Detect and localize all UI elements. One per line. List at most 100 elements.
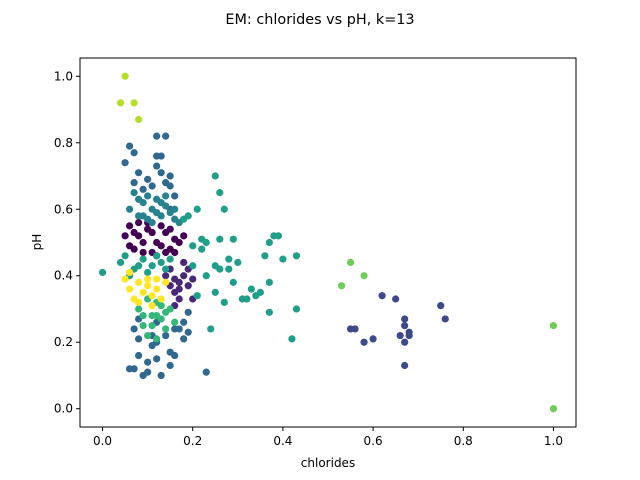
data-point xyxy=(157,222,165,230)
data-point xyxy=(153,252,161,260)
data-point xyxy=(135,169,143,177)
data-point xyxy=(207,325,215,333)
data-point xyxy=(139,312,147,320)
x-tick-label: 0.8 xyxy=(454,434,473,448)
data-point xyxy=(549,405,558,413)
data-point xyxy=(135,262,143,270)
data-point xyxy=(130,99,138,107)
data-point xyxy=(202,368,210,376)
data-point xyxy=(401,322,409,330)
data-point xyxy=(184,282,192,290)
data-point xyxy=(121,275,129,283)
x-tick-label: 1.0 xyxy=(544,434,563,448)
data-point xyxy=(175,238,183,247)
data-point xyxy=(202,238,210,247)
data-point xyxy=(153,312,161,320)
data-point xyxy=(153,132,161,140)
data-point xyxy=(198,245,206,253)
data-point xyxy=(189,275,197,283)
data-point xyxy=(441,315,449,323)
data-point xyxy=(193,292,201,300)
data-point xyxy=(162,272,170,280)
points-layer xyxy=(98,72,558,413)
data-point xyxy=(369,335,377,343)
data-point xyxy=(144,368,152,376)
data-point xyxy=(171,275,179,283)
data-point xyxy=(360,272,368,280)
data-point xyxy=(175,325,183,333)
data-point xyxy=(180,232,188,240)
data-point xyxy=(166,225,174,233)
data-point xyxy=(148,322,156,330)
data-point xyxy=(220,298,228,306)
data-point xyxy=(162,192,170,200)
data-point xyxy=(126,365,134,373)
data-point xyxy=(261,252,269,260)
data-point xyxy=(225,265,233,273)
data-point xyxy=(437,302,445,310)
data-point xyxy=(157,199,165,207)
data-point xyxy=(292,252,301,260)
data-point xyxy=(157,295,165,303)
data-point xyxy=(121,232,129,240)
data-point xyxy=(139,322,147,330)
data-point xyxy=(162,331,170,340)
data-point xyxy=(153,208,161,217)
data-point xyxy=(139,185,147,193)
data-point xyxy=(166,255,174,263)
data-point xyxy=(256,288,264,296)
data-point xyxy=(157,371,165,380)
data-point xyxy=(396,331,404,340)
data-point xyxy=(166,182,174,190)
data-point xyxy=(243,295,251,303)
y-tick-label: 0.4 xyxy=(54,269,73,283)
data-point xyxy=(139,238,147,247)
data-point xyxy=(126,222,134,230)
data-point xyxy=(135,298,143,306)
data-point xyxy=(148,302,156,310)
data-point xyxy=(220,205,228,213)
data-point xyxy=(135,195,143,203)
data-point xyxy=(148,292,156,300)
x-tick-label: 0.4 xyxy=(273,434,292,448)
data-point xyxy=(229,235,237,243)
data-point xyxy=(135,335,143,343)
data-point xyxy=(130,228,138,237)
x-axis: 0.0 0.2 0.4 0.6 0.8 1.0 xyxy=(93,427,563,448)
data-point xyxy=(121,252,129,260)
data-point xyxy=(153,285,161,293)
data-point xyxy=(144,331,152,340)
data-point xyxy=(211,288,219,296)
x-tick-label: 0.6 xyxy=(364,434,383,448)
data-point xyxy=(162,278,170,286)
data-point xyxy=(171,351,179,360)
chart-title: EM: chlorides vs pH, k=13 xyxy=(225,12,414,28)
data-point xyxy=(175,295,183,303)
data-point xyxy=(116,258,125,267)
data-point xyxy=(135,115,143,124)
data-point xyxy=(148,262,156,270)
y-tick-label: 0.6 xyxy=(54,202,73,216)
data-point xyxy=(162,265,170,273)
data-point xyxy=(135,351,143,360)
data-point xyxy=(126,142,134,150)
y-tick-label: 1.0 xyxy=(54,69,73,83)
data-point xyxy=(144,275,152,283)
data-point xyxy=(392,295,400,303)
data-point xyxy=(157,302,165,310)
data-point xyxy=(126,285,134,293)
data-point xyxy=(225,255,233,263)
data-point xyxy=(144,175,152,183)
x-tick-label: 0.0 xyxy=(93,434,112,448)
data-point xyxy=(139,288,147,296)
data-point xyxy=(279,255,287,263)
data-point xyxy=(360,338,368,346)
y-axis: 0.0 0.2 0.4 0.6 0.8 1.0 xyxy=(54,69,80,416)
data-point xyxy=(189,242,197,250)
data-point xyxy=(130,179,138,187)
data-point xyxy=(401,361,409,370)
data-point xyxy=(130,189,138,197)
data-point xyxy=(265,238,273,247)
data-point xyxy=(216,235,224,243)
